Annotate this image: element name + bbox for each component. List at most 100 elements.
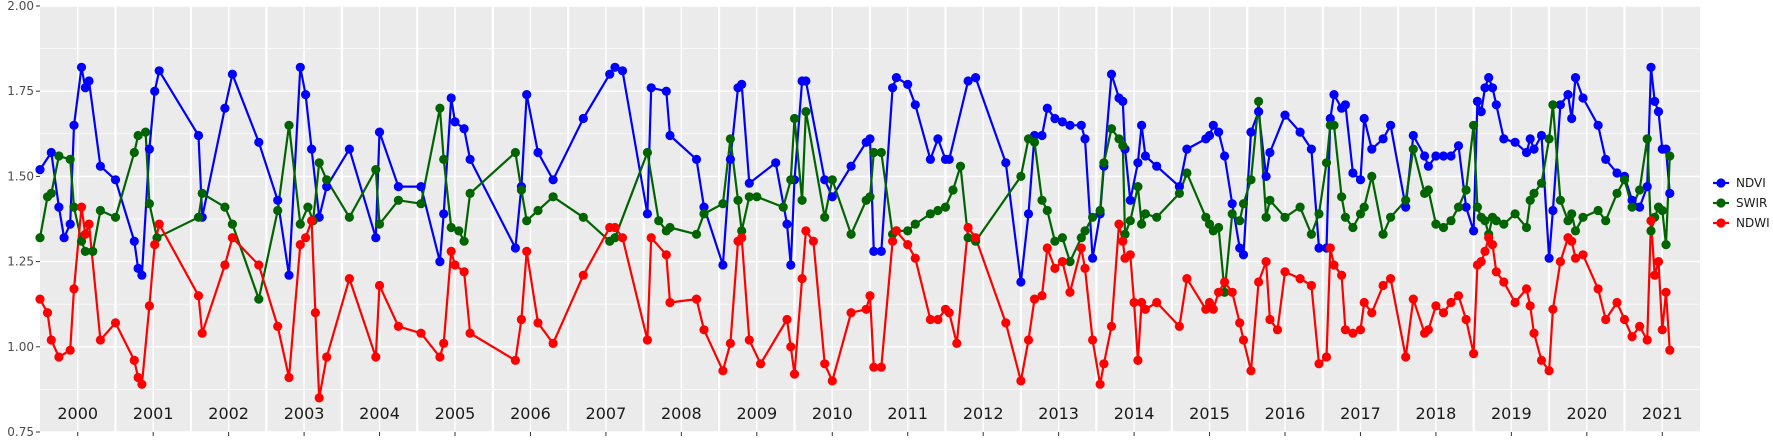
data-point-ndwi [1280, 267, 1290, 277]
data-point-ndwi [1325, 243, 1335, 253]
data-point-ndwi [76, 202, 87, 212]
data-point-swir [1140, 209, 1150, 219]
data-point-ndvi [1601, 154, 1611, 164]
data-point-ndwi [786, 342, 796, 352]
data-point-ndwi [1570, 253, 1581, 263]
data-point-swir [1525, 195, 1535, 205]
data-point-swir [393, 195, 403, 205]
data-point-swir [801, 107, 811, 117]
data-point-ndwi [1661, 287, 1671, 297]
data-point-ndvi [150, 86, 160, 96]
data-point-ndvi [1140, 151, 1150, 161]
data-point-swir [1555, 195, 1565, 205]
data-point-ndwi [65, 345, 75, 355]
data-point-swir [1306, 229, 1316, 239]
data-point-ndvi [1208, 120, 1218, 130]
data-point-swir [1227, 209, 1237, 219]
data-point-swir [1246, 175, 1256, 185]
data-point-ndwi [820, 359, 830, 369]
data-point-ndwi [314, 393, 324, 403]
data-point-ndwi [1080, 263, 1090, 273]
legend-key-point-swir [1716, 198, 1726, 208]
data-point-ndvi [617, 66, 628, 76]
data-point-ndwi [1480, 246, 1490, 256]
data-point-swir [925, 209, 936, 219]
data-point-ndvi [737, 79, 747, 89]
data-point-ndwi [1340, 325, 1350, 335]
data-point-swir [820, 212, 830, 222]
data-point-swir [1521, 222, 1532, 233]
data-point-ndwi [888, 236, 898, 246]
data-point-swir [955, 161, 966, 171]
data-point-ndvi [1050, 113, 1060, 124]
data-point-ndvi [1057, 117, 1067, 127]
data-point-ndvi [771, 158, 781, 168]
data-point-ndvi [1023, 209, 1034, 219]
data-point-ndvi [1567, 113, 1577, 124]
data-point-ndvi [1235, 243, 1245, 253]
data-point-ndvi [610, 62, 620, 72]
data-point-ndvi [80, 83, 90, 93]
data-point-ndvi [786, 260, 796, 270]
data-point-ndvi [1555, 100, 1565, 110]
data-point-ndwi [54, 352, 64, 362]
data-point-swir [1665, 151, 1675, 161]
data-point-ndwi [1235, 318, 1245, 328]
data-point-ndwi [910, 253, 920, 263]
data-point-ndvi [725, 154, 736, 164]
data-point-ndvi [548, 175, 558, 185]
data-point-swir [1065, 257, 1075, 267]
data-point-ndvi [1220, 151, 1230, 161]
year-label: 2004 [359, 404, 400, 423]
data-point-ndwi [1529, 328, 1539, 338]
data-point-swir [1137, 219, 1147, 229]
year-label: 2003 [284, 404, 325, 423]
data-point-ndwi [1650, 270, 1660, 280]
data-point-ndwi [944, 308, 954, 318]
data-point-ndvi [1016, 277, 1026, 287]
data-point-swir [533, 205, 543, 216]
data-point-swir [1088, 212, 1098, 222]
data-point-ndvi [1037, 130, 1047, 141]
data-point-ndvi [374, 127, 385, 137]
data-point-swir [35, 233, 45, 243]
data-point-ndwi [1536, 355, 1547, 365]
data-point-ndvi [933, 134, 943, 144]
data-point-ndwi [1204, 297, 1215, 308]
data-point-ndvi [605, 69, 615, 79]
data-point-ndwi [227, 233, 237, 243]
data-point-ndvi [1265, 147, 1275, 158]
data-point-ndwi [1329, 260, 1339, 270]
data-point-ndwi [578, 270, 588, 280]
legend-key-point-ndwi [1716, 218, 1726, 228]
data-point-ndwi [1254, 277, 1264, 287]
data-point-ndvi [827, 192, 837, 202]
year-label: 2013 [1038, 404, 1079, 423]
data-point-ndvi [393, 182, 403, 192]
data-point-ndvi [1480, 83, 1490, 93]
data-point-swir [1114, 134, 1124, 144]
data-point-ndwi [952, 338, 962, 348]
data-point-ndvi [1348, 168, 1358, 178]
data-point-ndvi [59, 233, 69, 243]
data-point-swir [344, 212, 354, 222]
data-point-ndvi [1001, 158, 1011, 168]
data-point-ndwi [1510, 297, 1520, 308]
data-point-ndwi [1469, 349, 1479, 359]
data-point-ndwi [1359, 297, 1369, 308]
data-point-ndvi [1420, 151, 1430, 161]
data-point-ndvi [1367, 144, 1377, 154]
data-point-swir [227, 219, 237, 229]
data-point-ndwi [84, 219, 94, 229]
data-point-swir [1612, 188, 1622, 198]
data-point-ndwi [1106, 321, 1117, 331]
data-point-ndvi [1088, 253, 1098, 263]
data-point-ndwi [610, 222, 620, 233]
data-point-ndwi [1246, 366, 1256, 376]
data-point-ndwi [1665, 345, 1675, 355]
data-point-ndwi [876, 362, 886, 372]
data-point-ndwi [1314, 359, 1324, 369]
data-point-ndwi [963, 222, 973, 233]
data-point-swir [193, 212, 204, 222]
data-point-ndvi [459, 124, 469, 134]
